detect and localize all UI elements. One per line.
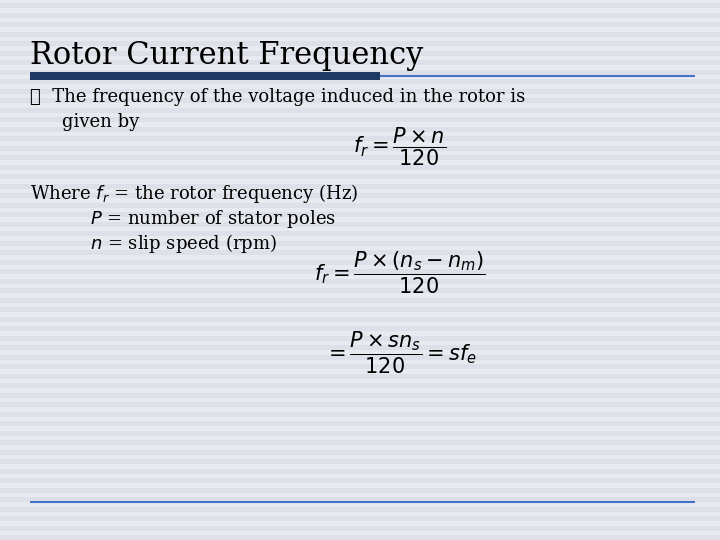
Bar bbox=[0, 212, 720, 217]
Bar bbox=[0, 108, 720, 112]
Bar bbox=[0, 317, 720, 321]
Bar bbox=[0, 89, 720, 93]
Bar bbox=[0, 184, 720, 188]
Bar bbox=[0, 241, 720, 246]
Bar bbox=[0, 507, 720, 511]
Bar bbox=[0, 60, 720, 65]
Bar bbox=[0, 117, 720, 122]
Bar bbox=[0, 279, 720, 284]
Bar bbox=[0, 364, 720, 369]
Bar bbox=[0, 146, 720, 151]
Bar bbox=[0, 51, 720, 56]
Bar bbox=[0, 355, 720, 360]
Bar bbox=[0, 431, 720, 435]
Bar bbox=[0, 374, 720, 379]
Bar bbox=[0, 174, 720, 179]
Bar bbox=[0, 193, 720, 198]
Bar bbox=[0, 13, 720, 17]
Bar bbox=[0, 450, 720, 455]
Bar bbox=[0, 440, 720, 445]
Bar bbox=[0, 326, 720, 331]
Bar bbox=[0, 526, 720, 530]
Bar bbox=[0, 22, 720, 27]
Bar bbox=[0, 79, 720, 84]
Bar bbox=[0, 383, 720, 388]
Bar bbox=[30, 72, 380, 80]
Bar bbox=[0, 127, 720, 132]
Bar bbox=[0, 156, 720, 160]
Bar bbox=[0, 478, 720, 483]
Text: $f_r = \dfrac{P \times n}{120}$: $f_r = \dfrac{P \times n}{120}$ bbox=[354, 125, 446, 167]
Text: Where $f_r$ = the rotor frequency (Hz): Where $f_r$ = the rotor frequency (Hz) bbox=[30, 182, 359, 205]
Bar bbox=[0, 488, 720, 492]
Text: $n$ = slip speed (rpm): $n$ = slip speed (rpm) bbox=[90, 232, 277, 255]
Bar bbox=[0, 497, 720, 502]
Bar bbox=[0, 231, 720, 236]
Bar bbox=[0, 222, 720, 226]
Bar bbox=[0, 535, 720, 540]
Bar bbox=[0, 421, 720, 426]
Bar bbox=[0, 250, 720, 255]
Text: given by: given by bbox=[62, 113, 139, 131]
Bar bbox=[0, 411, 720, 416]
Bar bbox=[0, 260, 720, 265]
Bar bbox=[0, 288, 720, 293]
Text: Rotor Current Frequency: Rotor Current Frequency bbox=[30, 40, 423, 71]
Bar bbox=[0, 202, 720, 207]
Bar bbox=[0, 165, 720, 170]
Bar bbox=[0, 402, 720, 407]
Bar bbox=[0, 3, 720, 8]
Text: $P$ = number of stator poles: $P$ = number of stator poles bbox=[90, 208, 336, 230]
Bar bbox=[0, 298, 720, 302]
Bar bbox=[0, 269, 720, 274]
Bar bbox=[0, 98, 720, 103]
Bar bbox=[0, 70, 720, 75]
Bar bbox=[0, 459, 720, 464]
Bar bbox=[0, 136, 720, 141]
Text: $f_r = \dfrac{P \times (n_s - n_m)}{120}$: $f_r = \dfrac{P \times (n_s - n_m)}{120}… bbox=[315, 250, 485, 296]
Bar bbox=[0, 307, 720, 312]
Bar bbox=[0, 41, 720, 46]
Text: $= \dfrac{P \times sn_s}{120} = sf_e$: $= \dfrac{P \times sn_s}{120} = sf_e$ bbox=[323, 330, 477, 376]
Bar bbox=[0, 469, 720, 474]
Bar bbox=[0, 393, 720, 397]
Bar bbox=[0, 32, 720, 37]
Bar bbox=[0, 336, 720, 341]
Text: ➤  The frequency of the voltage induced in the rotor is: ➤ The frequency of the voltage induced i… bbox=[30, 88, 526, 106]
Bar bbox=[0, 345, 720, 350]
Bar bbox=[0, 516, 720, 521]
